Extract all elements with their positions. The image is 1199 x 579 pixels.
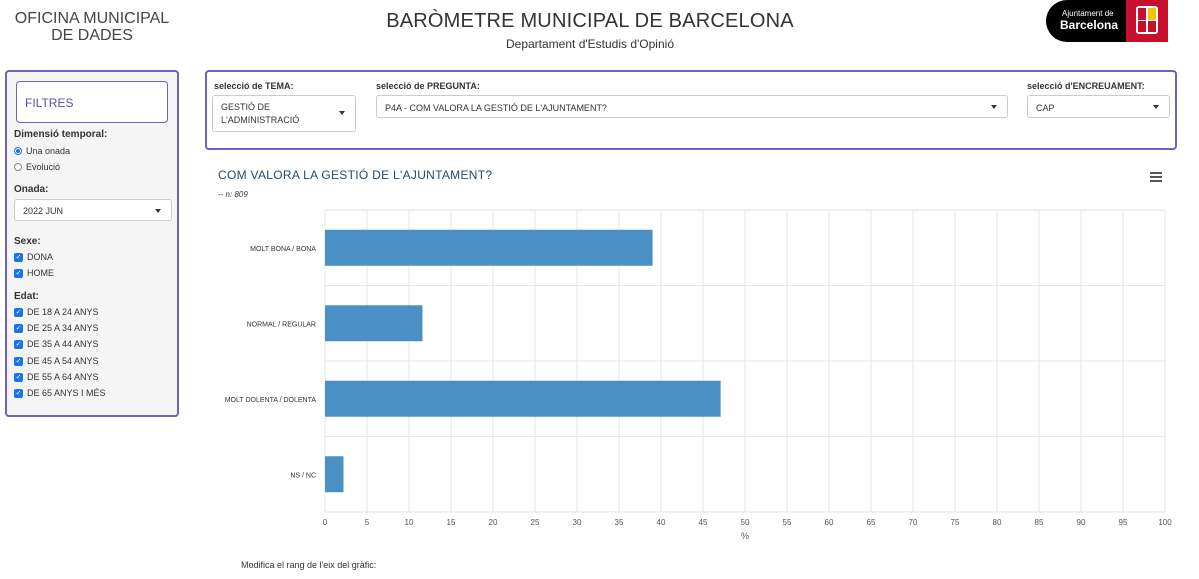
chart-title: COM VALORA LA GESTIÓ DE L'AJUNTAMENT? bbox=[218, 168, 493, 182]
x-tick-label: 100 bbox=[1158, 518, 1172, 527]
shield-icon bbox=[1126, 0, 1168, 42]
x-tick-label: 65 bbox=[867, 518, 876, 527]
x-tick-label: 55 bbox=[783, 518, 792, 527]
barcelona-logo[interactable]: Ajuntament de Barcelona bbox=[1046, 0, 1168, 42]
filters-sidebar: FILTRES Dimensió temporal: Una onada Evo… bbox=[5, 70, 179, 417]
checkbox-label: DE 45 A 54 ANYS bbox=[27, 356, 99, 366]
checkbox-edat-45-54[interactable]: ✓ DE 45 A 54 ANYS bbox=[14, 355, 99, 367]
x-tick-label: 40 bbox=[657, 518, 666, 527]
onada-value: 2022 JUN bbox=[23, 206, 64, 216]
caret-down-icon bbox=[991, 105, 997, 109]
checkbox-edat-65-mes[interactable]: ✓ DE 65 ANYS I MÉS bbox=[14, 387, 106, 399]
checkbox-edat-55-64[interactable]: ✓ DE 55 A 64 ANYS bbox=[14, 371, 99, 383]
checkbox-checked-icon: ✓ bbox=[14, 268, 23, 278]
page-subtitle: Departament d'Estudis d'Opinió bbox=[505, 37, 674, 51]
dim-temporal-label: Dimensió temporal: bbox=[14, 129, 108, 140]
checkbox-label: DE 55 A 64 ANYS bbox=[27, 372, 99, 382]
checkbox-label: HOME bbox=[27, 268, 54, 278]
axis-range-label: Modifica el rang de l'eix del gràfic: bbox=[241, 560, 377, 570]
x-tick-label: 20 bbox=[489, 518, 498, 527]
checkbox-checked-icon: ✓ bbox=[14, 307, 23, 317]
logo-big-text: Barcelona bbox=[1060, 18, 1119, 32]
x-tick-label: 35 bbox=[615, 518, 624, 527]
checkbox-label: DONA bbox=[27, 252, 54, 262]
checkbox-label: DE 35 A 44 ANYS bbox=[27, 339, 99, 349]
bar-2 bbox=[325, 380, 721, 417]
onada-select[interactable]: 2022 JUN bbox=[14, 199, 172, 221]
x-tick-label: 45 bbox=[699, 518, 708, 527]
tema-select[interactable]: GESTIÓ DE L'ADMINISTRACIÓ bbox=[212, 95, 356, 132]
checkbox-edat-18-24[interactable]: ✓ DE 18 A 24 ANYS bbox=[14, 306, 99, 318]
checkbox-checked-icon: ✓ bbox=[14, 356, 23, 366]
x-tick-label: 85 bbox=[1035, 518, 1044, 527]
radio-una-onada[interactable]: Una onada bbox=[14, 145, 70, 157]
caret-down-icon bbox=[155, 209, 161, 213]
x-tick-label: 0 bbox=[323, 518, 328, 527]
checkbox-checked-icon: ✓ bbox=[14, 323, 23, 333]
edat-label: Edat: bbox=[14, 291, 39, 302]
org-title: OFICINA MUNICIPAL DE DADES bbox=[0, 10, 184, 44]
checkbox-label: DE 25 A 34 ANYS bbox=[27, 323, 99, 333]
radio-label: Evolució bbox=[26, 162, 61, 172]
checkbox-checked-icon: ✓ bbox=[14, 252, 23, 262]
org-title-line2: DE DADES bbox=[51, 27, 133, 44]
x-tick-label: 70 bbox=[909, 518, 918, 527]
x-tick-label: 90 bbox=[1077, 518, 1086, 527]
caret-down-icon bbox=[1153, 105, 1159, 109]
x-tick-label: 95 bbox=[1119, 518, 1128, 527]
filters-title: FILTRES bbox=[16, 81, 168, 123]
x-tick-label: 75 bbox=[951, 518, 960, 527]
checkbox-dona[interactable]: ✓ DONA bbox=[14, 251, 53, 263]
radio-unselected-icon bbox=[14, 163, 22, 171]
category-label: MOLT DOLENTA / DOLENTA bbox=[225, 397, 317, 404]
tema-value-line1: GESTIÓ DE bbox=[221, 102, 271, 112]
radio-evolucio[interactable]: Evolució bbox=[14, 161, 60, 173]
x-tick-label: 5 bbox=[365, 518, 370, 527]
checkbox-edat-25-34[interactable]: ✓ DE 25 A 34 ANYS bbox=[14, 322, 99, 334]
x-tick-label: 10 bbox=[405, 518, 414, 527]
checkbox-edat-35-44[interactable]: ✓ DE 35 A 44 ANYS bbox=[14, 338, 99, 350]
bar-3 bbox=[325, 456, 344, 493]
selectors-panel: selecció de TEMA: GESTIÓ DE L'ADMINISTRA… bbox=[205, 70, 1177, 150]
chart-sample-size: -- n: 809 bbox=[218, 190, 248, 199]
checkbox-home[interactable]: ✓ HOME bbox=[14, 267, 54, 279]
onada-label: Onada: bbox=[14, 184, 49, 195]
pregunta-label: selecció de PREGUNTA: bbox=[376, 81, 480, 91]
x-axis-label: % bbox=[741, 531, 749, 541]
x-tick-label: 25 bbox=[531, 518, 540, 527]
x-tick-label: 30 bbox=[573, 518, 582, 527]
x-tick-label: 50 bbox=[741, 518, 750, 527]
x-tick-label: 15 bbox=[447, 518, 456, 527]
encreuament-select[interactable]: CAP bbox=[1027, 95, 1170, 118]
page-title: BARÒMETRE MUNICIPAL DE BARCELONA bbox=[386, 10, 794, 32]
bar-1 bbox=[325, 305, 423, 342]
caret-down-icon bbox=[339, 111, 345, 115]
org-title-line1: OFICINA MUNICIPAL bbox=[14, 10, 170, 27]
category-label: MOLT BONA / BONA bbox=[250, 246, 316, 253]
logo-small-text: Ajuntament de bbox=[1062, 9, 1114, 18]
bar-0 bbox=[325, 229, 653, 266]
checkbox-label: DE 65 ANYS I MÉS bbox=[27, 388, 106, 398]
tema-value-line2: L'ADMINISTRACIÓ bbox=[221, 115, 300, 125]
checkbox-checked-icon: ✓ bbox=[14, 388, 23, 398]
pregunta-value: P4A - COM VALORA LA GESTIÓ DE L'AJUNTAME… bbox=[385, 103, 607, 113]
category-label: NS / NC bbox=[290, 472, 316, 479]
radio-selected-icon bbox=[14, 147, 22, 155]
hamburger-menu-icon[interactable] bbox=[1150, 172, 1162, 182]
tema-label: selecció de TEMA: bbox=[214, 81, 294, 91]
checkbox-checked-icon: ✓ bbox=[14, 372, 23, 382]
x-tick-label: 80 bbox=[993, 518, 1002, 527]
encreuament-value: CAP bbox=[1036, 103, 1055, 113]
sexe-label: Sexe: bbox=[14, 236, 41, 247]
checkbox-label: DE 18 A 24 ANYS bbox=[27, 307, 99, 317]
bar-chart: MOLT BONA / BONA NORMAL / REGULAR MOLT DOL… bbox=[225, 209, 1172, 541]
checkbox-checked-icon: ✓ bbox=[14, 339, 23, 349]
pregunta-select[interactable]: P4A - COM VALORA LA GESTIÓ DE L'AJUNTAME… bbox=[376, 95, 1008, 118]
category-label: NORMAL / REGULAR bbox=[247, 321, 316, 328]
x-tick-label: 60 bbox=[825, 518, 834, 527]
encreuament-label: selecció d'ENCREUAMENT: bbox=[1027, 81, 1145, 91]
radio-label: Una onada bbox=[26, 146, 71, 156]
